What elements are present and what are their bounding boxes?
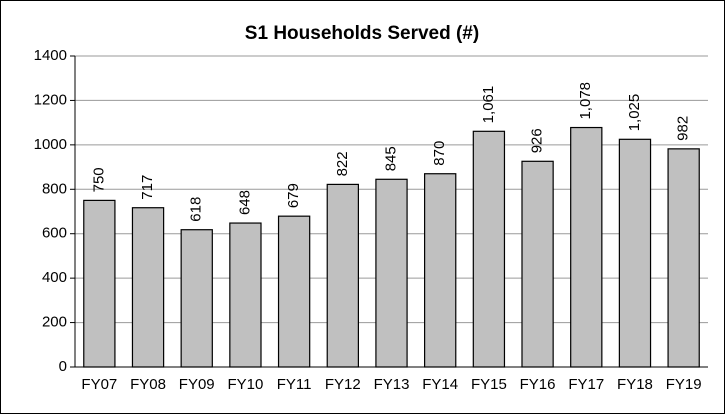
x-tick-label: FY19 <box>666 376 702 393</box>
data-label: 926 <box>529 128 546 153</box>
x-tick-label: FY16 <box>520 376 556 393</box>
x-tick-label: FY11 <box>277 376 312 393</box>
y-tick-label: 1000 <box>34 136 67 153</box>
bar <box>570 126 603 368</box>
bar <box>326 183 359 368</box>
data-label: 1,025 <box>626 94 643 132</box>
data-label: 870 <box>431 141 448 166</box>
y-tick-label: 0 <box>59 358 67 375</box>
data-label: 618 <box>188 197 205 222</box>
data-label: 648 <box>236 190 253 215</box>
bar <box>424 173 457 368</box>
chart-title: S1 Households Served (#) <box>245 23 479 44</box>
bar <box>618 138 652 368</box>
x-tick-label: FY10 <box>227 376 263 393</box>
data-label: 822 <box>334 151 351 176</box>
x-tick-label: FY17 <box>568 376 604 393</box>
x-tick-label: FY14 <box>422 376 458 393</box>
x-tick-label: FY09 <box>179 376 215 393</box>
bar <box>472 130 506 368</box>
data-label: 845 <box>382 146 399 171</box>
bar <box>180 229 213 368</box>
y-tick-label: 600 <box>42 225 67 242</box>
data-label: 1,078 <box>577 82 594 120</box>
bar <box>277 215 311 368</box>
x-tick-label: FY15 <box>471 376 507 393</box>
y-tick-label: 200 <box>42 314 67 331</box>
data-label: 982 <box>675 116 692 141</box>
data-label: 1,061 <box>480 86 497 124</box>
y-tick-label: 1400 <box>34 47 67 64</box>
data-label: 717 <box>139 175 156 200</box>
x-tick-label: FY08 <box>130 376 166 393</box>
x-tick-label: FY13 <box>374 376 410 393</box>
x-tick-label: FY18 <box>617 376 653 393</box>
data-label: 679 <box>285 183 302 208</box>
bar <box>83 199 116 368</box>
bar <box>131 207 165 368</box>
data-label: 750 <box>90 167 107 192</box>
x-tick-label: FY12 <box>325 376 361 393</box>
y-tick-label: 800 <box>42 180 67 197</box>
bar <box>521 160 554 368</box>
bar <box>667 148 700 368</box>
y-tick-label: 1200 <box>34 91 67 108</box>
x-tick-label: FY07 <box>81 376 117 393</box>
bar <box>229 222 262 368</box>
bar <box>375 178 408 368</box>
y-tick-label: 400 <box>42 269 67 286</box>
